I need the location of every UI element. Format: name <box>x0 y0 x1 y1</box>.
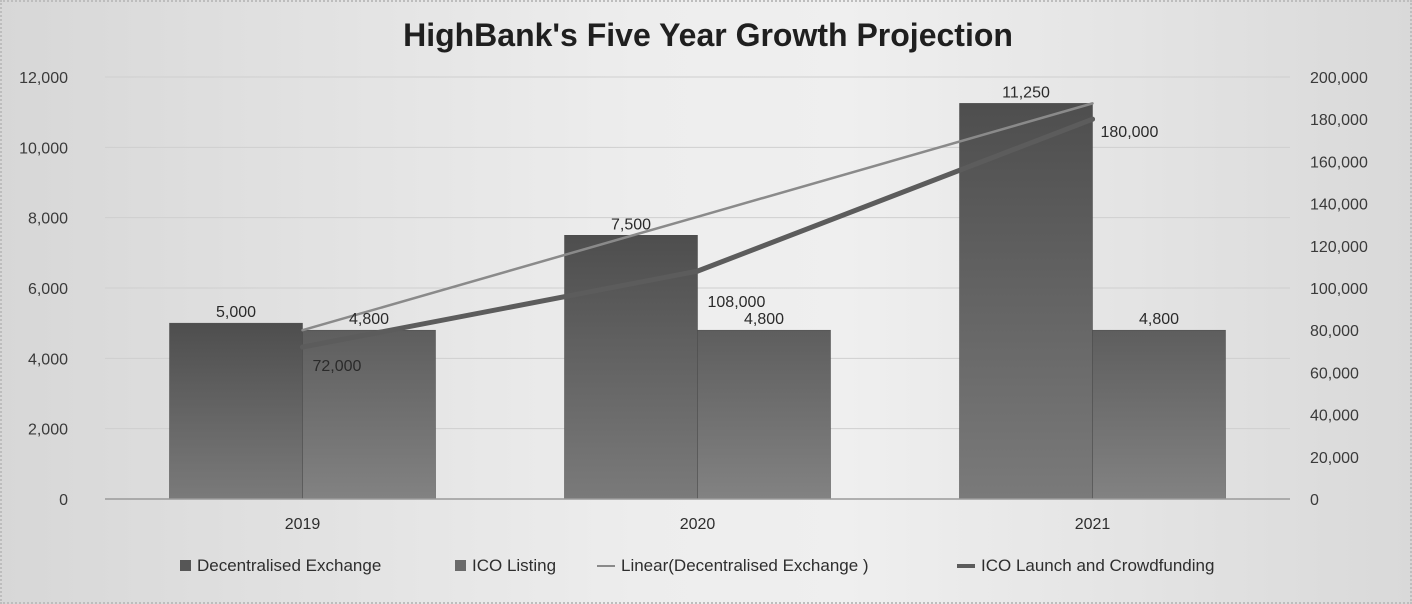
y-right-tick-label: 60,000 <box>1310 365 1359 382</box>
x-category-label: 2019 <box>285 516 321 533</box>
y-left-tick-label: 0 <box>59 492 68 509</box>
line-data-label: 72,000 <box>313 358 362 375</box>
x-category-label: 2021 <box>1075 516 1111 533</box>
data-label: 4,800 <box>1139 311 1179 328</box>
y-left-tick-label: 10,000 <box>19 140 68 157</box>
legend-label: Decentralised Exchange <box>197 556 381 575</box>
legend-swatch <box>455 560 466 571</box>
legend-label: Linear(Decentralised Exchange ) <box>621 556 869 575</box>
bar-ico-listing-2019 <box>302 329 436 500</box>
chart-title: HighBank's Five Year Growth Projection <box>403 17 1013 53</box>
bar-decentralised-exchange-2020 <box>564 235 698 500</box>
y-right-tick-label: 100,000 <box>1310 281 1368 298</box>
trendline-decentralised-exchange <box>301 102 1094 332</box>
y-right-tick-label: 180,000 <box>1310 112 1368 129</box>
y-left-tick-label: 2,000 <box>28 422 68 439</box>
y-right-tick-label: 120,000 <box>1310 239 1368 256</box>
line-point <box>695 268 700 274</box>
y-left-tick-label: 4,000 <box>28 351 68 368</box>
line-point <box>1090 116 1095 122</box>
legend-label: ICO Launch and Crowdfunding <box>981 556 1214 575</box>
data-label: 4,800 <box>349 311 389 328</box>
data-label: 7,500 <box>611 216 651 233</box>
y-right-tick-label: 40,000 <box>1310 408 1359 425</box>
legend-item: ICO Launch and Crowdfunding <box>957 556 1214 575</box>
y-right-tick-label: 140,000 <box>1310 197 1368 214</box>
x-category-label: 2020 <box>680 516 716 533</box>
y-right-tick-label: 0 <box>1310 492 1319 509</box>
line-data-label: 108,000 <box>708 294 766 311</box>
line-point <box>300 344 305 350</box>
legend-item: Decentralised Exchange <box>180 556 381 575</box>
data-label: 11,250 <box>1002 84 1050 101</box>
bar-ico-listing-2021 <box>1092 329 1226 500</box>
y-right-tick-label: 160,000 <box>1310 154 1368 171</box>
bar-decentralised-exchange-2019 <box>169 322 303 500</box>
legend-item: ICO Listing <box>455 556 556 575</box>
legend-swatch <box>180 560 191 571</box>
bar-decentralised-exchange-2021 <box>959 103 1093 500</box>
y-left-tick-label: 12,000 <box>19 70 68 87</box>
data-label: 5,000 <box>216 304 256 321</box>
data-label: 4,800 <box>744 311 784 328</box>
legend-item: Linear(Decentralised Exchange ) <box>597 556 869 575</box>
y-right-tick-label: 80,000 <box>1310 323 1359 340</box>
bar-ico-listing-2020 <box>697 329 831 500</box>
y-left-tick-label: 6,000 <box>28 281 68 298</box>
y-left-tick-label: 8,000 <box>28 211 68 228</box>
line-data-label: 180,000 <box>1101 124 1159 141</box>
y-right-tick-label: 200,000 <box>1310 70 1368 87</box>
legend-label: ICO Listing <box>472 556 556 575</box>
y-right-tick-label: 20,000 <box>1310 450 1359 467</box>
